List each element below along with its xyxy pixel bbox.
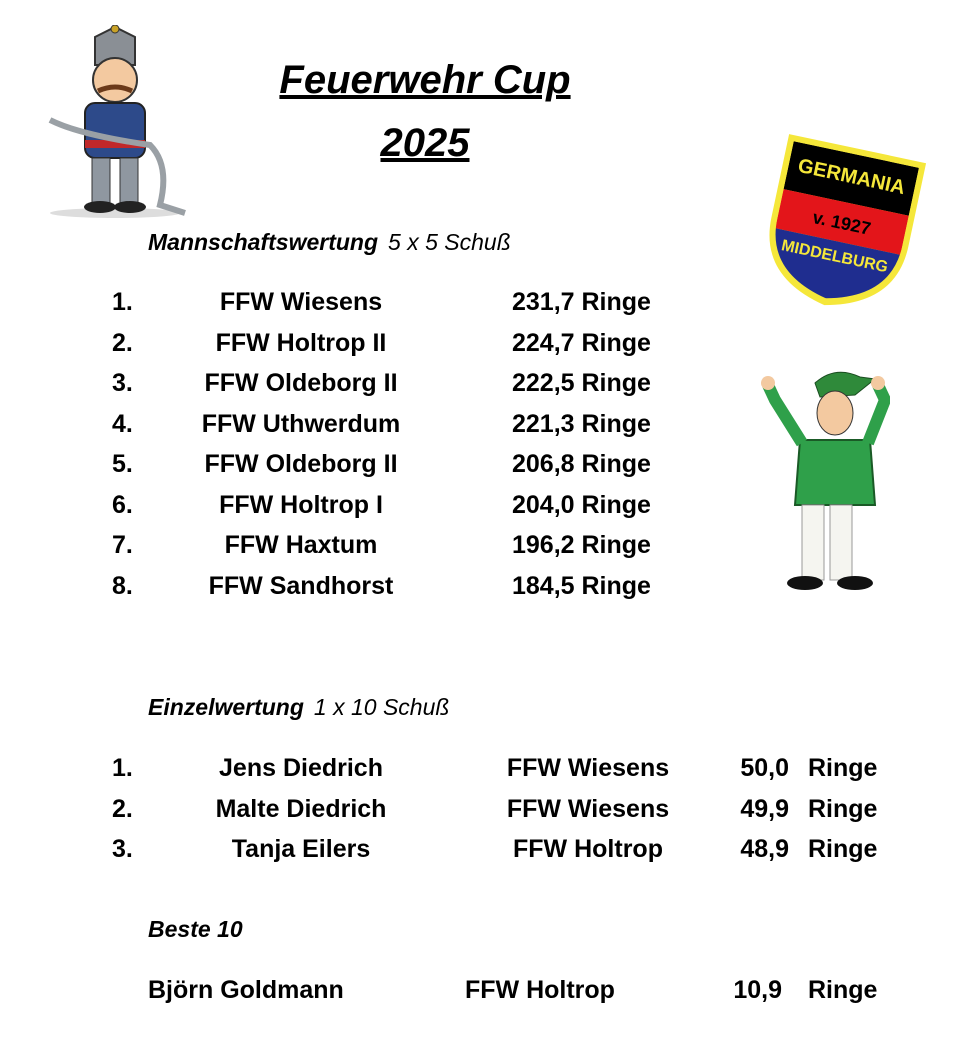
single-subheading: 1 x 10 Schuß [313,694,450,720]
team-name: FFW Oldeborg II [204,369,398,397]
shooter-illustration [761,371,890,590]
best-score: 10,9 [733,976,782,1004]
rank: 5. [112,450,133,478]
rank: 3. [112,369,133,397]
rank: 3. [112,835,133,863]
team-score: 231,7 Ringe [512,288,651,316]
shooter-club: FFW Holtrop [513,835,663,863]
firefighter-illustration [48,25,186,218]
rank: 4. [112,409,133,438]
germania-logo: GERMANIA v. 1927 MIDDELBURG [763,134,927,312]
team-name: FFW Uthwerdum [201,409,401,438]
team-score: 221,3 Ringe [512,409,651,438]
team-heading-label: Mannschaftswertung [148,229,379,255]
shooter-score: 48,9 [740,835,789,863]
rank: 8. [112,571,133,600]
shooter-name: Malte Diedrich [215,794,387,823]
team-subheading: 5 x 5 Schuß [388,229,511,255]
best-name: Björn Goldmann [148,976,344,1004]
shooter-unit: Ringe [808,835,878,863]
rank: 2. [112,328,133,357]
single-heading-label: Einzelwertung [148,694,304,720]
team-score: 204,0 Ringe [512,490,651,519]
team-score: 184,5 Ringe [512,571,651,600]
best-unit: Ringe [808,976,878,1004]
team-name: FFW Holtrop II [215,328,387,357]
best-heading: Beste 10 [148,916,243,942]
rank: 7. [112,531,133,559]
team-name: FFW Wiesens [219,288,383,316]
best-club: FFW Holtrop [465,976,615,1004]
rank: 6. [112,490,133,519]
team-score: 224,7 Ringe [512,328,651,357]
shooter-unit: Ringe [808,794,878,823]
rank: 1. [112,754,133,782]
rank: 1. [112,288,133,316]
title-line-2: 2025 [380,121,470,165]
shooter-score: 49,9 [740,794,789,823]
team-name: FFW Sandhorst [208,571,394,600]
shooter-unit: Ringe [808,754,878,782]
team-name: FFW Haxtum [224,531,378,559]
team-score: 222,5 Ringe [512,369,651,397]
team-score: 196,2 Ringe [512,531,651,559]
team-name: FFW Oldeborg II [204,450,398,478]
rank: 2. [112,794,133,823]
shooter-name: Jens Diedrich [219,754,383,782]
shooter-club: FFW Wiesens [506,754,670,782]
team-name: FFW Holtrop I [219,490,383,519]
team-heading: Mannschaftswertung 5 x 5 Schuß [148,229,511,256]
team-score: 206,8 Ringe [512,450,651,478]
shooter-score: 50,0 [740,754,789,782]
shooter-club: FFW Wiesens [506,794,670,823]
title-line-1: Feuerwehr Cup [279,58,571,102]
single-heading: Einzelwertung 1 x 10 Schuß [148,694,449,721]
shooter-name: Tanja Eilers [231,835,371,863]
